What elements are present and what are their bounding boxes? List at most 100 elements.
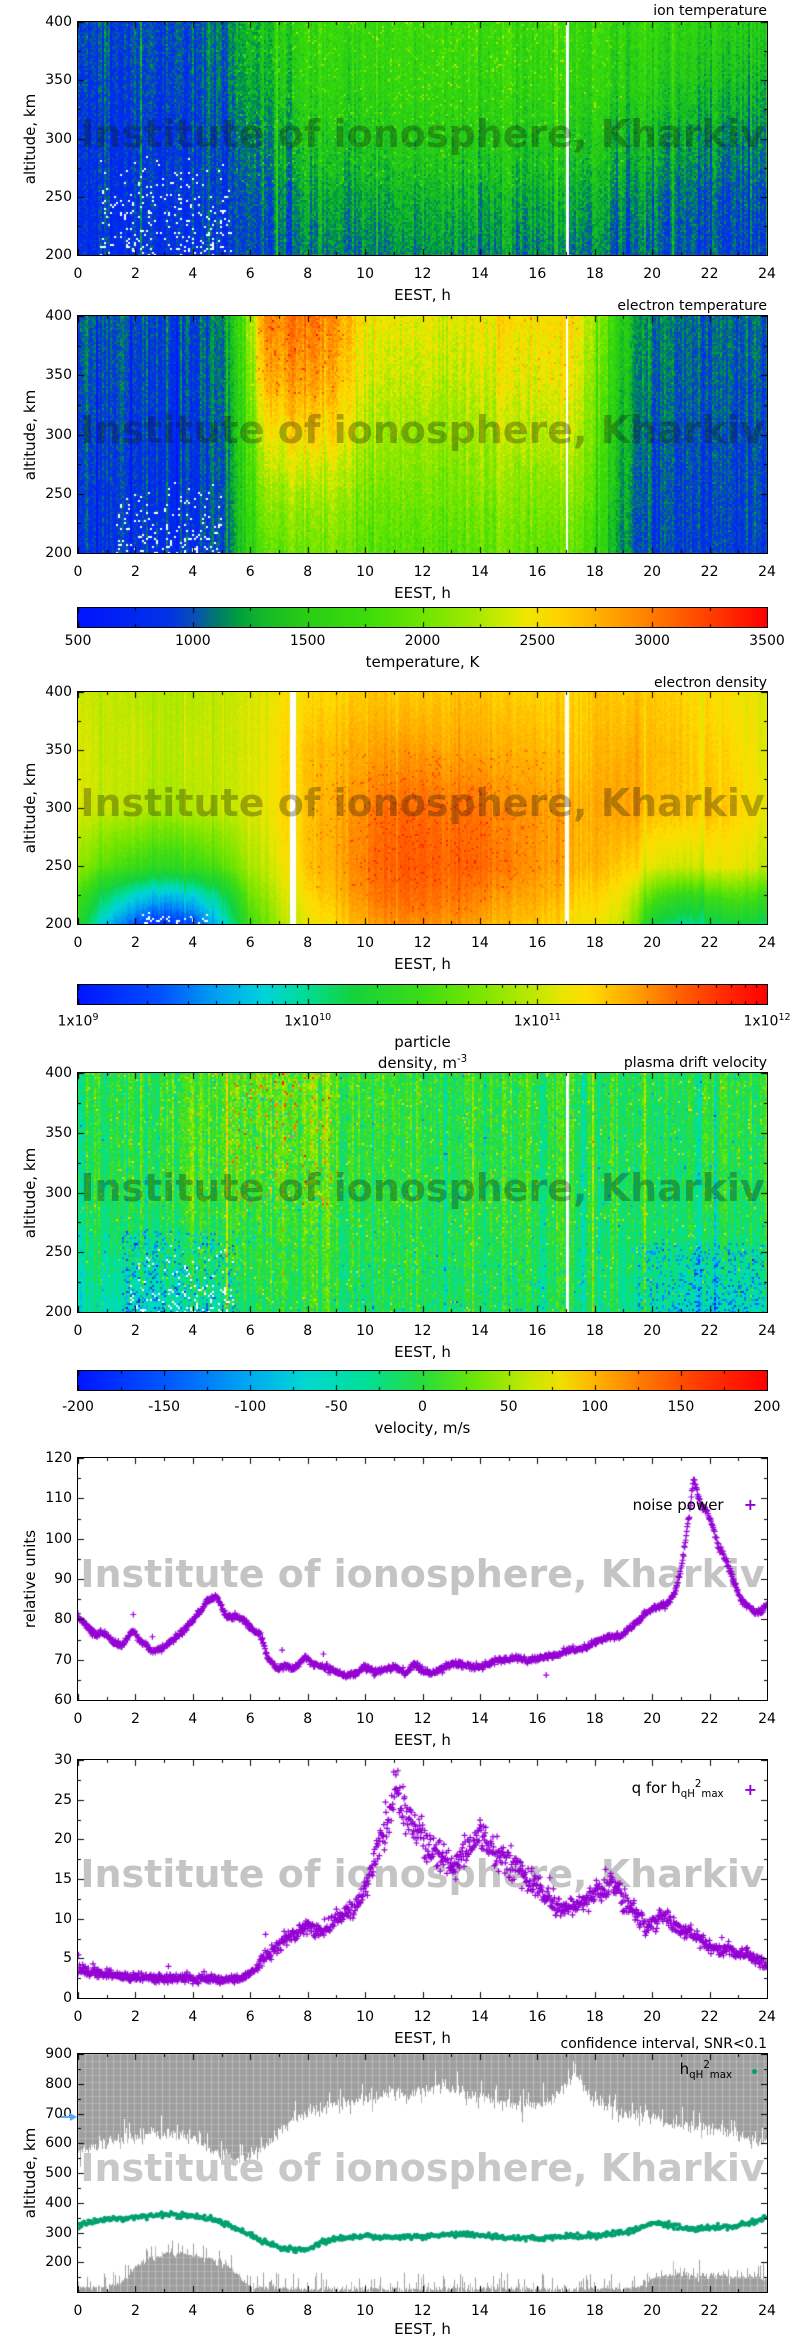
legend-dot-marker: [752, 2068, 757, 2074]
y-axis-label: altitude, km: [21, 93, 39, 184]
x-tick-label: 18: [585, 1711, 604, 1727]
y-tick-label: 300: [45, 426, 72, 443]
colorbar-temperature-colorbar: [77, 607, 768, 628]
x-tick-label: 22: [700, 2009, 719, 2025]
x-tick-label: 8: [303, 1323, 313, 1339]
panel-confidence-interval: Institute of ionosphere, Kharkiv: [77, 2053, 768, 2293]
panel-title-plasma-drift-velocity: plasma drift velocity: [623, 1055, 767, 1071]
y-tick-label: 800: [45, 2075, 72, 2092]
plot-canvas-q-factor: [78, 1760, 767, 1998]
x-tick-label: 2: [130, 1323, 140, 1339]
x-tick-label: 12: [413, 266, 432, 282]
x-tick-label: 12: [413, 935, 432, 951]
x-axis-label: EEST, h: [394, 955, 451, 973]
y-tick-label: 200: [45, 545, 72, 561]
x-tick-label: 16: [528, 266, 547, 282]
legend-confidence-interval: hqH2max: [537, 2060, 757, 2081]
legend-plus-marker: +: [743, 1780, 757, 1799]
colorbar-density-colorbar: [77, 984, 768, 1005]
x-tick-label: 10: [356, 266, 374, 282]
y-axis-label: altitude, km: [21, 762, 39, 854]
x-tick-label: 18: [585, 564, 604, 580]
y-tick-label: 400: [45, 308, 72, 324]
x-tick-label: 24: [758, 266, 776, 282]
x-tick-label: 0: [73, 1323, 83, 1339]
colorbar-ticks: [78, 985, 767, 1004]
y-tick-label: 20: [54, 1831, 72, 1848]
x-tick-label: 0: [73, 935, 83, 951]
y-tick-label: 30: [54, 1752, 72, 1768]
x-tick-label: 8: [303, 1711, 313, 1727]
x-tick-label: 20: [643, 564, 662, 580]
x-axis-label: EEST, h: [394, 2320, 451, 2337]
x-tick-label: 20: [643, 1711, 662, 1727]
colorbar-unit-label: particle density, m-3: [377, 1033, 468, 1072]
y-tick-label: 0: [63, 1990, 72, 2006]
y-tick-label: 350: [45, 742, 72, 758]
x-tick-label: 14: [470, 1323, 489, 1339]
y-tick-label: 400: [45, 684, 72, 700]
x-tick-label: 4: [188, 1711, 198, 1727]
plot-canvas-electron-density: [78, 692, 767, 924]
colorbar-tick-label: 200: [753, 1399, 781, 1415]
y-tick-label: 200: [45, 2254, 72, 2271]
x-axis-label: EEST, h: [394, 2029, 451, 2047]
x-tick-label: 12: [413, 564, 432, 580]
panel-title-electron-temperature: electron temperature: [617, 298, 767, 314]
colorbar-ticks: [78, 608, 767, 627]
y-tick-label: 600: [45, 2135, 72, 2152]
y-tick-label: 100: [45, 1530, 72, 1547]
y-tick-label: 80: [54, 1611, 72, 1628]
x-tick-label: 18: [585, 1323, 604, 1339]
panel-ion-temperature: Institute of ionosphere, Kharkiv: [77, 21, 768, 256]
x-tick-label: 4: [188, 1323, 198, 1339]
y-axis-label: altitude, km: [21, 1147, 39, 1238]
x-tick-label: 18: [585, 266, 604, 282]
x-tick-label: 22: [700, 1711, 719, 1727]
x-tick-label: 20: [643, 935, 662, 951]
y-tick-label: 350: [45, 367, 72, 384]
x-tick-label: 4: [188, 2009, 198, 2025]
panel-title-ion-temperature: ion temperature: [653, 3, 767, 19]
x-tick-label: 10: [356, 1323, 374, 1339]
x-tick-label: 18: [585, 2303, 604, 2319]
panel-electron-temperature: Institute of ionosphere, Kharkiv: [77, 315, 768, 554]
x-tick-label: 16: [528, 935, 547, 951]
x-tick-label: 8: [303, 2303, 313, 2319]
colorbar-ticks: [78, 1371, 767, 1390]
x-tick-label: 24: [758, 2009, 776, 2025]
x-tick-label: 16: [528, 1323, 547, 1339]
x-tick-label: 14: [470, 2009, 489, 2025]
y-tick-label: 250: [45, 188, 72, 205]
x-tick-label: 14: [470, 1711, 489, 1727]
y-tick-label: 400: [45, 14, 72, 30]
panel-title-confidence-interval: confidence interval, SNR<0.1: [560, 2036, 767, 2052]
y-tick-label: 15: [54, 1871, 72, 1887]
x-tick-label: 6: [245, 2009, 255, 2025]
colorbar-tick-label: 500: [64, 633, 92, 649]
colorbar-unit-label: velocity, m/s: [374, 1419, 471, 1437]
y-tick-label: 60: [54, 1692, 72, 1708]
legend-label: q for hqH2max: [631, 1779, 724, 1800]
x-tick-label: 18: [585, 2009, 604, 2025]
colorbar-tick-label: 2000: [404, 633, 441, 649]
x-tick-label: 0: [73, 1711, 83, 1727]
plot-canvas-ion-temperature: [78, 22, 767, 255]
y-tick-label: 300: [45, 800, 72, 816]
x-tick-label: 8: [303, 935, 313, 951]
colorbar-tick-label: 1x109: [57, 1012, 99, 1030]
x-tick-label: 24: [758, 2303, 776, 2319]
x-tick-label: 2: [130, 1711, 140, 1727]
x-tick-label: 20: [643, 266, 662, 282]
x-tick-label: 12: [413, 2303, 432, 2319]
x-tick-label: 6: [245, 266, 255, 282]
y-axis-label: relative units: [21, 1529, 39, 1629]
colorbar-tick-label: 1x1010: [284, 1012, 332, 1030]
plot-canvas-confidence-interval: [78, 2054, 767, 2292]
y-tick-label: 350: [45, 1124, 72, 1141]
colorbar-tick-label: -100: [234, 1399, 267, 1415]
colorbar-tick-label: 50: [499, 1399, 518, 1415]
y-tick-label: 90: [54, 1571, 72, 1587]
colorbar-tick-label: -50: [324, 1399, 348, 1415]
